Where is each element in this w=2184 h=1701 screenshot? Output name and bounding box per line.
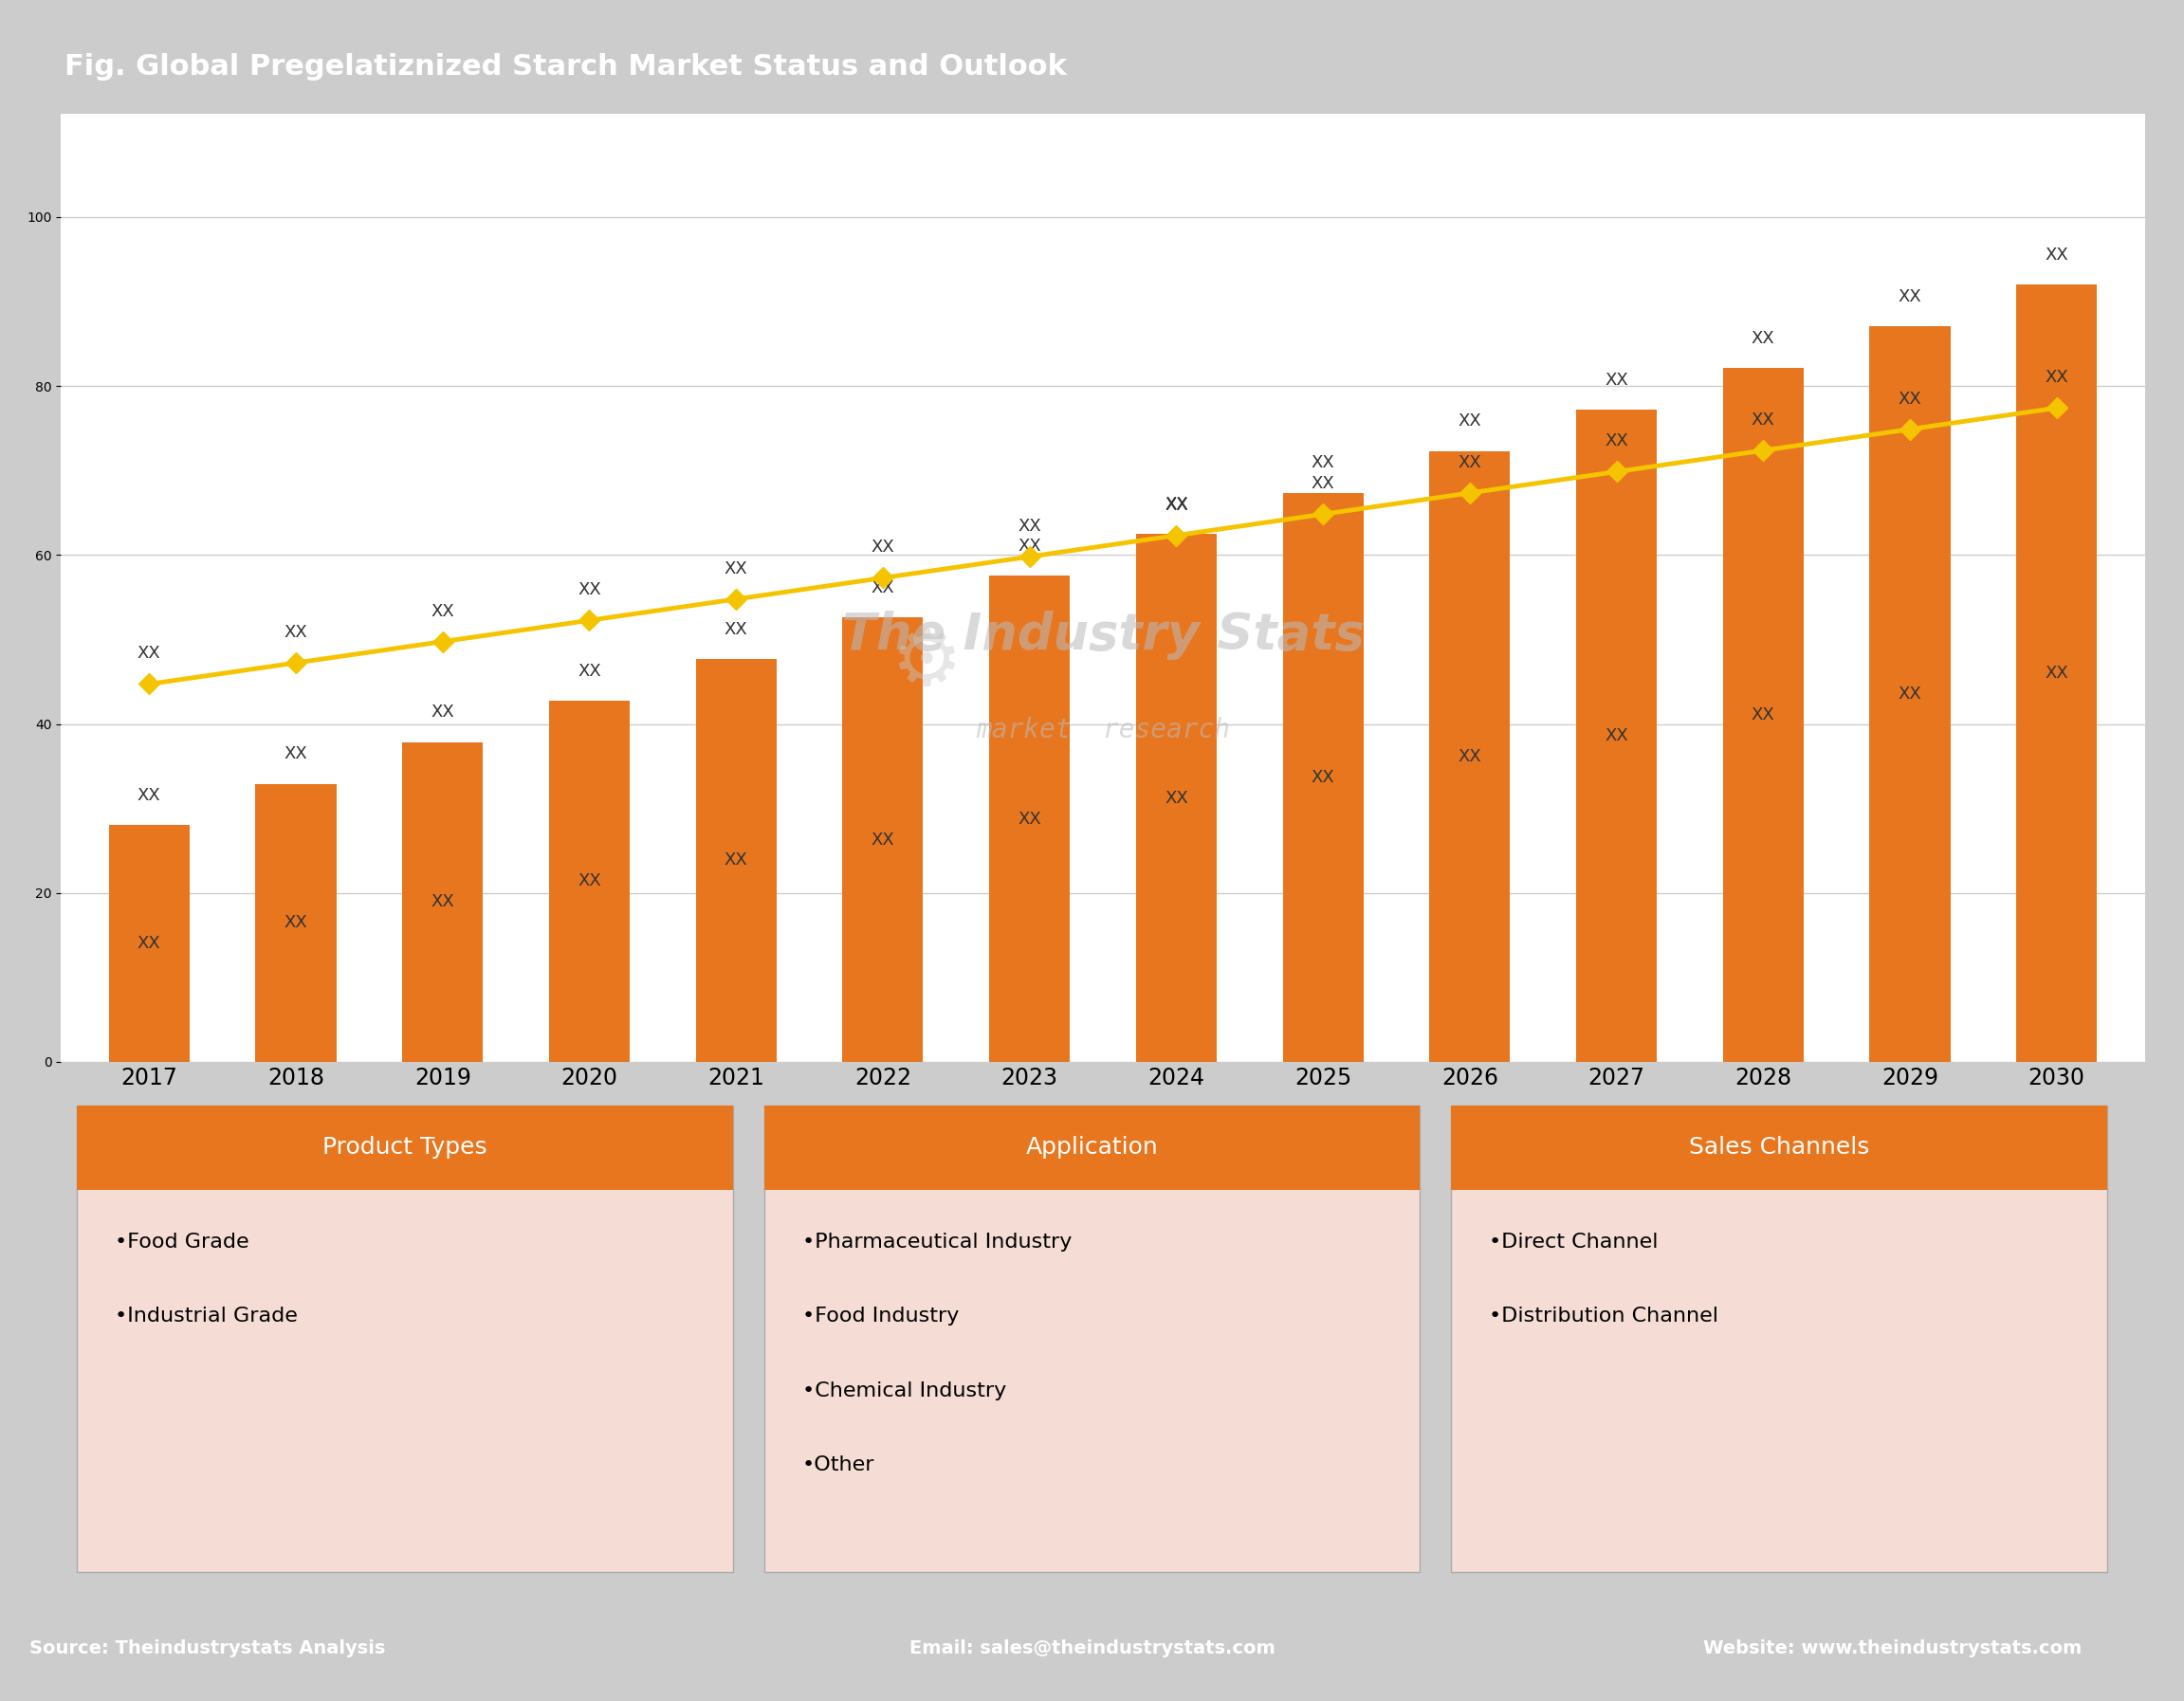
Bar	[1870, 327, 1950, 1061]
Text: •Distribution Channel: •Distribution Channel	[1489, 1306, 1719, 1325]
Text: XX: XX	[2044, 665, 2068, 682]
Text: •Other: •Other	[802, 1456, 876, 1475]
Bar	[1428, 451, 1509, 1061]
Text: The Industry Stats: The Industry Stats	[841, 611, 1365, 660]
Text: XX: XX	[577, 662, 601, 679]
Text: XX: XX	[430, 602, 454, 619]
Text: XX: XX	[1898, 287, 1922, 304]
FancyBboxPatch shape	[76, 1106, 732, 1191]
Bar	[989, 577, 1070, 1061]
Text: XX: XX	[1752, 330, 1776, 347]
Text: market  research: market research	[976, 716, 1230, 743]
Text: Product Types: Product Types	[323, 1136, 487, 1158]
Text: XX: XX	[1752, 706, 1776, 723]
Text: XX: XX	[1310, 454, 1334, 471]
Text: XX: XX	[284, 624, 308, 641]
Text: XX: XX	[871, 832, 895, 849]
Text: XX: XX	[1605, 432, 1629, 449]
Bar	[697, 658, 778, 1061]
Text: XX: XX	[284, 745, 308, 762]
Text: XX: XX	[1898, 686, 1922, 703]
Text: XX: XX	[725, 852, 747, 869]
Text: XX: XX	[1605, 726, 1629, 745]
Text: XX: XX	[1018, 538, 1042, 555]
Text: XX: XX	[1310, 475, 1334, 492]
FancyBboxPatch shape	[764, 1106, 1420, 1191]
Text: XX: XX	[1459, 748, 1481, 765]
Text: XX: XX	[871, 580, 895, 597]
Text: XX: XX	[1310, 769, 1334, 786]
Text: XX: XX	[1018, 517, 1042, 534]
Bar	[548, 701, 629, 1061]
Text: •Chemical Industry: •Chemical Industry	[802, 1381, 1007, 1400]
Text: •Industrial Grade: •Industrial Grade	[116, 1306, 297, 1325]
Text: •Food Industry: •Food Industry	[802, 1306, 959, 1325]
Bar	[109, 825, 190, 1061]
Bar	[256, 784, 336, 1061]
Text: XX: XX	[577, 582, 601, 599]
Text: XX: XX	[284, 915, 308, 932]
FancyBboxPatch shape	[76, 1106, 732, 1572]
Text: XX: XX	[138, 645, 162, 662]
Text: XX: XX	[2044, 247, 2068, 264]
Text: XX: XX	[1164, 497, 1188, 514]
Text: XX: XX	[138, 936, 162, 953]
Text: XX: XX	[1164, 497, 1188, 514]
FancyBboxPatch shape	[1452, 1106, 2108, 1191]
Legend: Revenue (Million $), Y-oY Growth Rate (%): Revenue (Million $), Y-oY Growth Rate (%…	[782, 1114, 1424, 1155]
Text: XX: XX	[2044, 369, 2068, 386]
Text: XX: XX	[138, 788, 162, 805]
Bar	[1136, 534, 1216, 1061]
Text: XX: XX	[1164, 789, 1188, 806]
FancyBboxPatch shape	[764, 1106, 1420, 1572]
Text: XX: XX	[725, 621, 747, 638]
Text: •Pharmaceutical Industry: •Pharmaceutical Industry	[802, 1233, 1072, 1252]
Text: XX: XX	[1459, 413, 1481, 430]
Bar	[1723, 367, 1804, 1061]
Text: Website: www.theindustrystats.com: Website: www.theindustrystats.com	[1704, 1640, 2081, 1658]
Text: Email: sales@theindustrystats.com: Email: sales@theindustrystats.com	[909, 1640, 1275, 1658]
Text: XX: XX	[430, 893, 454, 910]
Text: XX: XX	[871, 539, 895, 556]
Text: XX: XX	[1752, 412, 1776, 429]
Bar	[2016, 284, 2097, 1061]
Bar	[402, 742, 483, 1061]
Text: XX: XX	[430, 704, 454, 721]
Text: XX: XX	[1018, 810, 1042, 827]
Text: •Food Grade: •Food Grade	[116, 1233, 249, 1252]
Text: XX: XX	[1605, 371, 1629, 388]
Bar	[1577, 410, 1658, 1061]
Text: XX: XX	[577, 873, 601, 890]
Text: •Direct Channel: •Direct Channel	[1489, 1233, 1658, 1252]
Text: Sales Channels: Sales Channels	[1688, 1136, 1870, 1158]
Text: Application: Application	[1026, 1136, 1158, 1158]
Text: Source: Theindustrystats Analysis: Source: Theindustrystats Analysis	[31, 1640, 387, 1658]
Bar	[843, 617, 924, 1061]
Text: XX: XX	[1898, 390, 1922, 408]
Text: Fig. Global Pregelatiznized Starch Market Status and Outlook: Fig. Global Pregelatiznized Starch Marke…	[66, 53, 1066, 80]
Text: XX: XX	[725, 560, 747, 577]
Text: ⚙: ⚙	[891, 626, 961, 703]
FancyBboxPatch shape	[1452, 1106, 2108, 1572]
Bar	[1282, 493, 1363, 1061]
Text: XX: XX	[1459, 454, 1481, 471]
